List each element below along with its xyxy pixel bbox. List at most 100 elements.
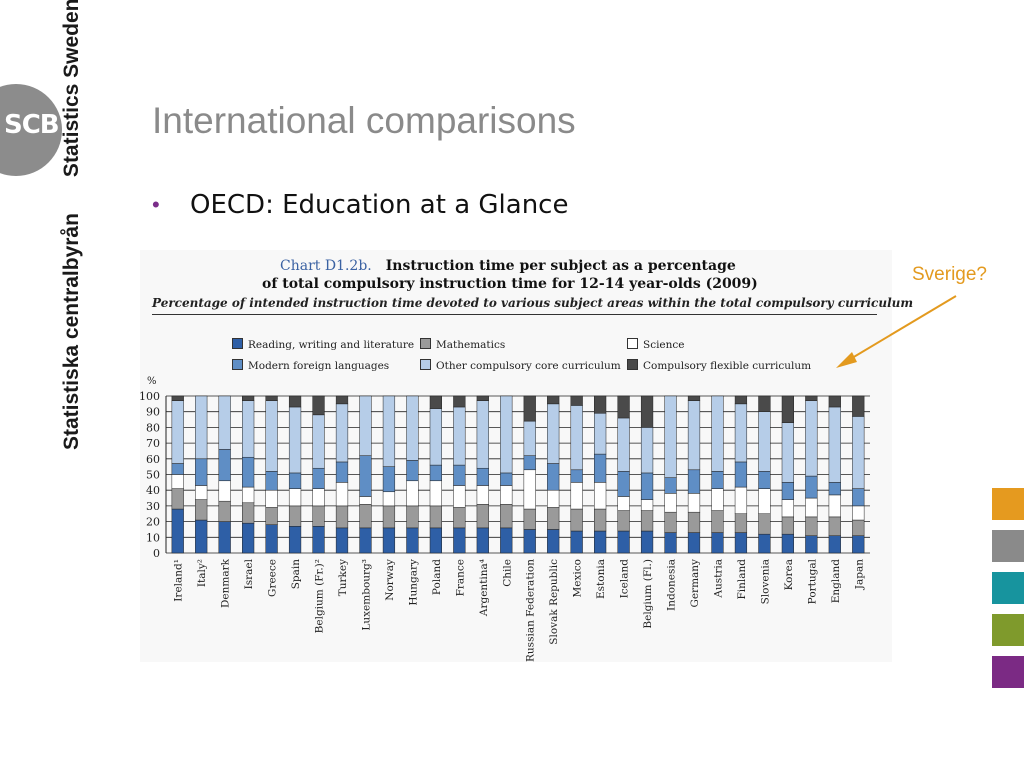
bar-segment: [242, 395, 255, 401]
bar-segment: [500, 395, 513, 474]
bar-segment: [195, 499, 208, 521]
y-tick-label: 10: [146, 531, 160, 544]
bar-segment: [617, 510, 630, 532]
bar-segment: [594, 508, 607, 532]
bar-segment: [195, 458, 208, 486]
bar-segment: [828, 395, 841, 408]
bar-segment: [711, 532, 724, 554]
bar-segment: [828, 406, 841, 483]
x-tick-label: Norway: [384, 559, 396, 601]
legend-item-mathematics: Mathematics: [420, 338, 505, 351]
bar-segment: [476, 485, 489, 505]
bar-segment: [640, 395, 654, 428]
bar-segment: [711, 510, 724, 533]
bar-segment: [359, 527, 372, 554]
x-tick-label: Mexico: [572, 559, 584, 597]
accent-square-gray: [992, 530, 1024, 562]
callout-arrowhead-icon: [836, 352, 857, 368]
legend-item-languages: Modern foreign languages: [232, 359, 389, 372]
bar-segment: [523, 420, 536, 456]
legend-label: Compulsory flexible curriculum: [643, 360, 812, 372]
bar-segment: [640, 510, 654, 532]
accent-square-olive: [992, 614, 1024, 646]
y-tick-label: 80: [146, 421, 160, 434]
bar-segment: [734, 486, 748, 514]
bar-segment: [406, 505, 419, 529]
bar-segment: [406, 527, 419, 554]
bar-segment: [617, 395, 630, 419]
bar-segment: [758, 513, 771, 535]
bar-segment: [852, 416, 865, 489]
chart-subtitle: Percentage of intended instruction time …: [152, 296, 914, 310]
chart-title-rule: [152, 314, 877, 315]
bar-segment: [382, 505, 396, 529]
bar-segment: [429, 505, 442, 529]
bar-segment: [288, 406, 302, 474]
callout-arrow-line: [841, 295, 957, 365]
bar-segment: [382, 466, 396, 493]
bar-segment: [687, 511, 701, 533]
x-tick-label: Greece: [267, 559, 279, 597]
bar-segment: [382, 395, 396, 467]
bar-segment: [500, 504, 513, 529]
legend-label: Science: [643, 339, 685, 351]
bar-segment: [547, 489, 560, 508]
bar-segment: [265, 471, 278, 491]
bar-segment: [242, 400, 255, 458]
bar-segment: [359, 455, 372, 497]
bar-segment: [195, 395, 208, 460]
bar-segment: [805, 395, 818, 401]
bar-segment: [265, 524, 278, 554]
bar-segment: [335, 505, 349, 529]
legend-swatch: [627, 338, 638, 349]
x-tick-label: Turkey: [337, 559, 349, 596]
bar-segment: [312, 467, 325, 489]
bar-segment: [711, 471, 724, 489]
bar-segment: [500, 472, 513, 486]
bar-segment: [781, 422, 794, 483]
bar-segment: [335, 527, 349, 554]
bar-segment: [171, 395, 184, 401]
bar-segment: [828, 535, 841, 554]
bar-segment: [570, 405, 583, 471]
bar-segment: [781, 482, 794, 500]
bar-segment: [429, 408, 442, 466]
accent-square-purple: [992, 656, 1024, 688]
bar-segment: [734, 395, 748, 405]
bar-segment: [195, 485, 208, 500]
bar-segment: [617, 530, 630, 554]
x-tick-label: Slovak Republic: [548, 559, 560, 645]
bar-segment: [265, 507, 278, 525]
y-axis-label: %: [147, 376, 157, 387]
bar-segment: [687, 400, 701, 471]
bar-segment: [805, 535, 818, 554]
bar-segment: [828, 482, 841, 496]
bar-segment: [312, 395, 325, 416]
bar-segment: [359, 496, 372, 505]
bar-segment: [734, 513, 748, 533]
bar-segment: [758, 533, 771, 554]
bar-segment: [500, 527, 513, 554]
x-tick-label: Korea: [783, 559, 795, 590]
x-tick-label: France: [454, 559, 466, 596]
bar-segment: [171, 474, 184, 489]
bar-segment: [711, 395, 724, 472]
bar-segment: [476, 527, 489, 554]
bar-segment: [242, 456, 255, 488]
x-tick-label: Germany: [689, 559, 701, 608]
bar-segment: [288, 505, 302, 527]
bar-segment: [359, 395, 372, 456]
y-tick-label: 90: [146, 406, 160, 419]
sverige-callout: Sverige?: [912, 264, 987, 285]
x-tick-label: Belgium (Fl.): [642, 559, 654, 629]
bar-segment: [382, 527, 396, 554]
bar-segment: [758, 471, 771, 489]
bar-segment: [453, 406, 466, 466]
bar-segment: [242, 486, 255, 504]
bar-segment: [335, 461, 349, 483]
bar-segment: [570, 508, 583, 532]
bar-segment: [476, 504, 489, 529]
legend-item-reading: Reading, writing and literature: [232, 338, 414, 351]
bar-segment: [453, 527, 466, 554]
bar-segment: [547, 529, 560, 554]
